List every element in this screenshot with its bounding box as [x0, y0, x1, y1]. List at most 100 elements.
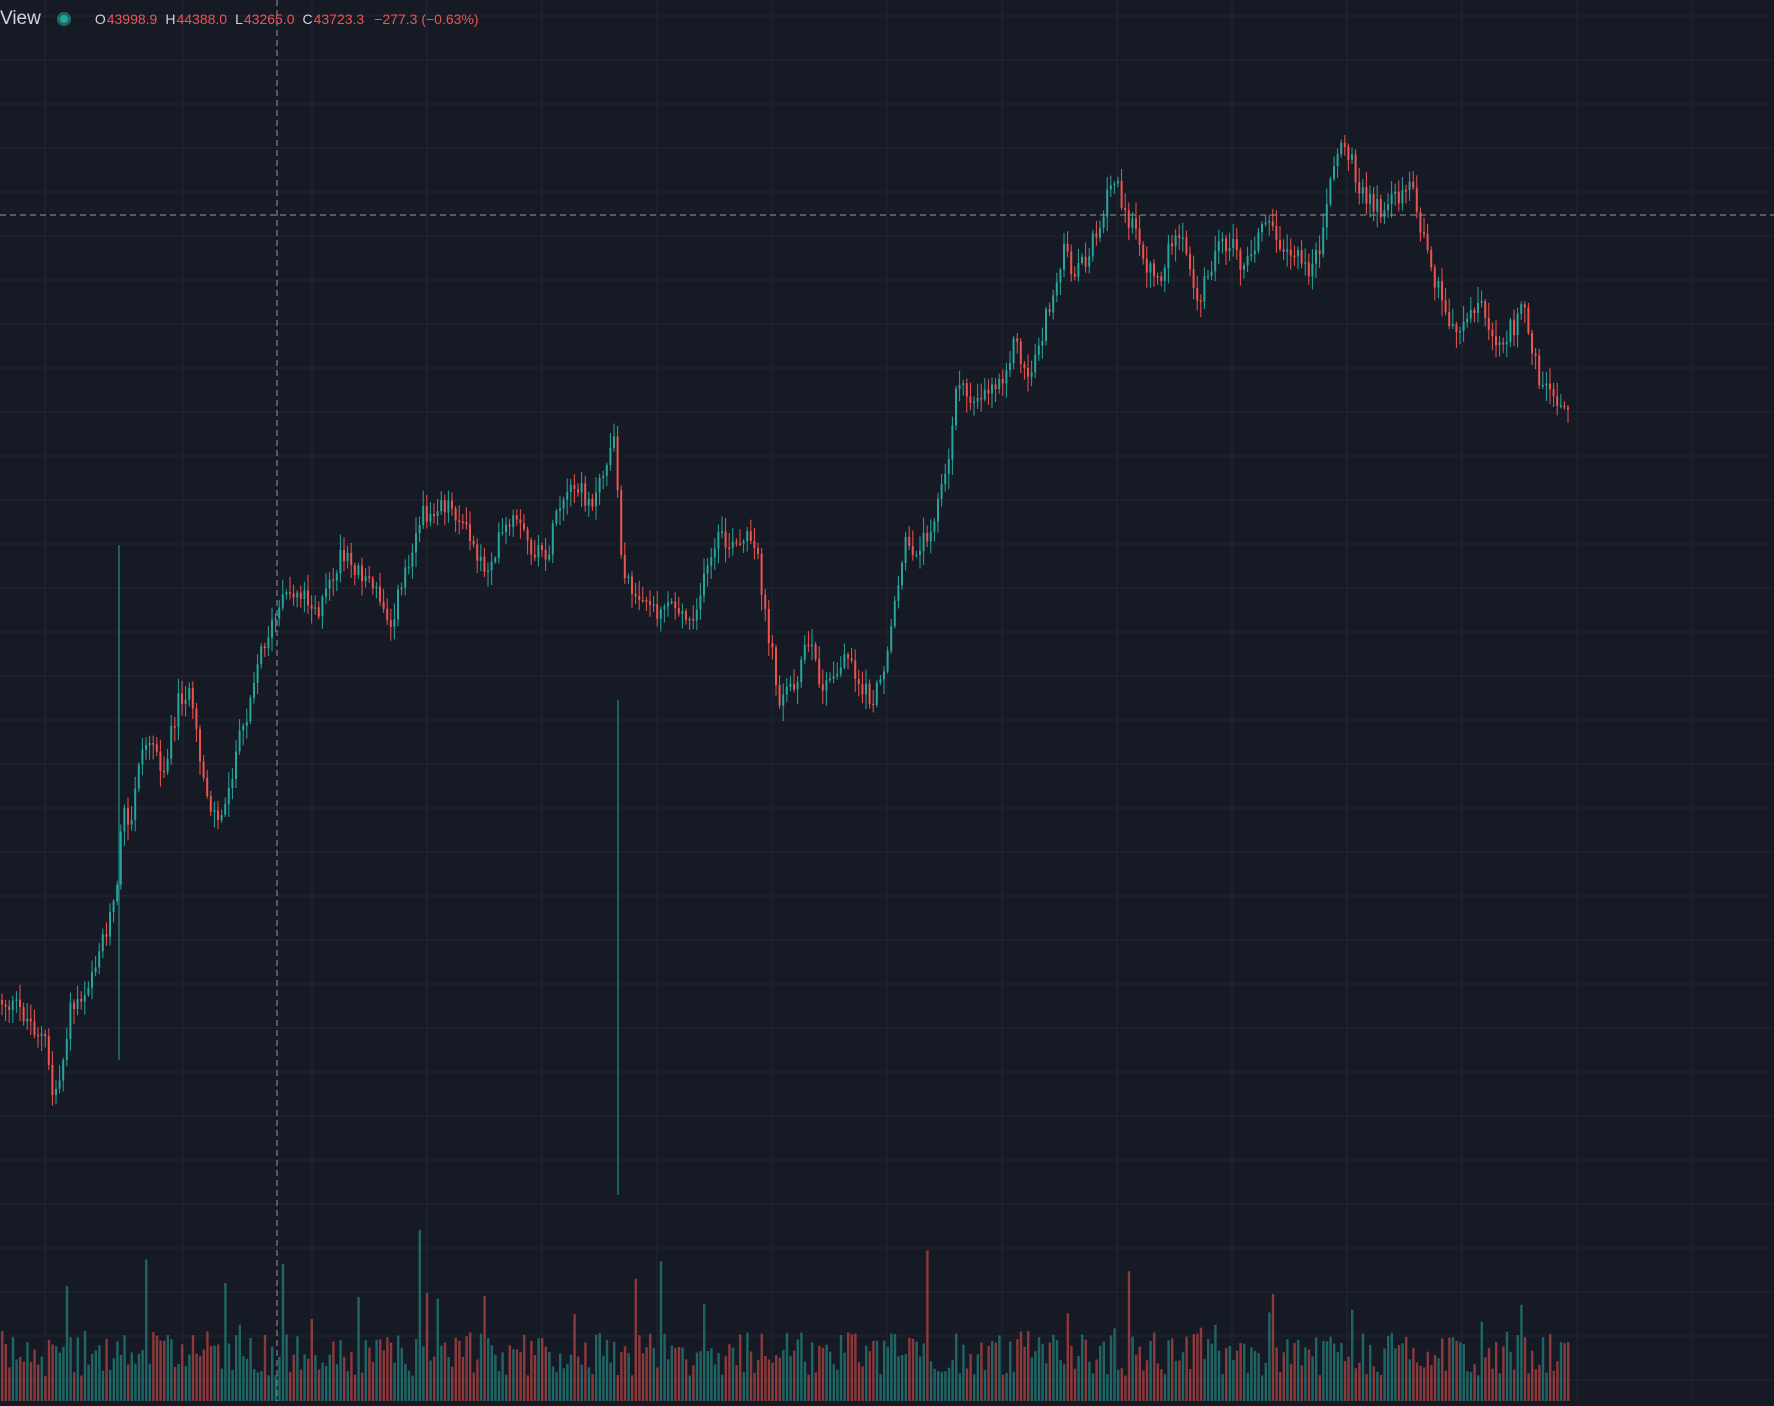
candle-body — [515, 515, 518, 520]
market-status-icon[interactable] — [56, 12, 71, 26]
volume-bar — [904, 1354, 907, 1401]
volume-bar — [1196, 1333, 1199, 1401]
volume-bar — [1455, 1340, 1458, 1401]
volume-bar — [224, 1283, 227, 1401]
volume-bar — [1156, 1363, 1159, 1401]
volume-bar — [760, 1333, 763, 1401]
volume-bar — [1322, 1340, 1325, 1401]
volume-bar — [695, 1352, 699, 1401]
volume-bar — [519, 1351, 522, 1401]
candle-body — [422, 506, 425, 526]
candle-body — [685, 611, 687, 620]
high-value: 44388.0 — [176, 11, 228, 27]
candle-body — [1329, 179, 1332, 205]
candle-body — [645, 600, 648, 602]
candle-body — [1221, 238, 1224, 242]
volume-bar — [1131, 1336, 1134, 1401]
candle-body — [508, 524, 511, 527]
candle-body — [8, 1006, 11, 1010]
volume-bar — [249, 1338, 252, 1401]
candle-body — [393, 619, 396, 627]
candle-body — [1207, 275, 1209, 278]
candle-body — [1135, 218, 1137, 229]
candle-body — [148, 743, 151, 746]
candle-body — [1527, 307, 1530, 333]
volume-bar — [1192, 1334, 1195, 1401]
volume-bar — [677, 1346, 681, 1401]
candle-body — [983, 389, 986, 400]
candle-body — [292, 593, 295, 598]
volume-bar — [613, 1341, 616, 1401]
candle-body — [832, 676, 835, 679]
volume-bar — [908, 1337, 911, 1401]
volume-bar — [177, 1363, 180, 1401]
volume-bar — [368, 1347, 371, 1401]
volume-bar — [69, 1337, 72, 1401]
volume-bar — [562, 1368, 565, 1401]
candle-body — [1088, 256, 1091, 267]
candle-body — [796, 682, 799, 690]
candle-body — [87, 987, 90, 995]
volume-bar — [807, 1374, 810, 1401]
symbol-label[interactable]: View — [0, 8, 41, 29]
volume-bar — [1509, 1351, 1512, 1401]
volume-bar — [443, 1342, 447, 1401]
candle-body — [1567, 407, 1569, 410]
candle-body — [328, 579, 331, 589]
volume-bar — [199, 1356, 202, 1401]
volume-bar — [328, 1354, 331, 1401]
volume-bar — [872, 1341, 875, 1401]
candle-body — [436, 511, 439, 516]
volume-bar — [389, 1342, 393, 1401]
candle-body — [461, 521, 464, 523]
candle-body — [1091, 233, 1094, 257]
candle-body — [249, 697, 252, 722]
volume-bar — [1045, 1363, 1048, 1401]
candle-body — [706, 565, 709, 574]
volume-bar — [692, 1365, 695, 1401]
candle-body — [235, 751, 237, 779]
candle-body — [332, 579, 335, 581]
candle-body — [353, 564, 356, 575]
volume-bar — [1019, 1331, 1023, 1401]
volume-bar — [1214, 1324, 1217, 1401]
volume-bar — [1030, 1357, 1033, 1401]
volume-bar — [501, 1352, 504, 1401]
candle-body — [170, 726, 173, 759]
volume-bar — [843, 1352, 846, 1401]
candle-body — [746, 531, 749, 542]
volume-bar — [1250, 1347, 1253, 1401]
candle-body — [202, 761, 205, 778]
candle-body — [141, 749, 144, 765]
candle-body — [987, 389, 990, 394]
candle-body — [1516, 313, 1519, 336]
candle-body — [1174, 235, 1177, 247]
volume-bar — [116, 1341, 119, 1401]
volume-bar — [652, 1348, 655, 1401]
volume-bar — [605, 1339, 609, 1401]
candle-body — [879, 679, 882, 683]
volume-bar — [1153, 1332, 1156, 1401]
candle-body — [627, 576, 630, 579]
volume-bar — [663, 1333, 666, 1401]
candle-body — [1279, 240, 1281, 250]
volume-bar — [911, 1338, 915, 1401]
close-value-group: C 43723.3 — [302, 11, 364, 27]
candle-body — [1318, 250, 1321, 255]
volume-bar — [335, 1364, 339, 1401]
volume-bar — [141, 1350, 144, 1401]
volume-bar — [1469, 1372, 1473, 1401]
candle-body — [278, 607, 281, 619]
volume-bar — [1415, 1362, 1419, 1401]
volume-bar — [649, 1333, 652, 1401]
volume-bar — [829, 1351, 832, 1401]
volume-bar — [724, 1356, 727, 1401]
candle-body — [767, 608, 770, 643]
candle-body — [890, 626, 893, 651]
candle-body — [458, 520, 461, 522]
volume-bar — [530, 1341, 533, 1401]
candle-body — [469, 524, 471, 541]
candle-body — [1282, 249, 1285, 252]
